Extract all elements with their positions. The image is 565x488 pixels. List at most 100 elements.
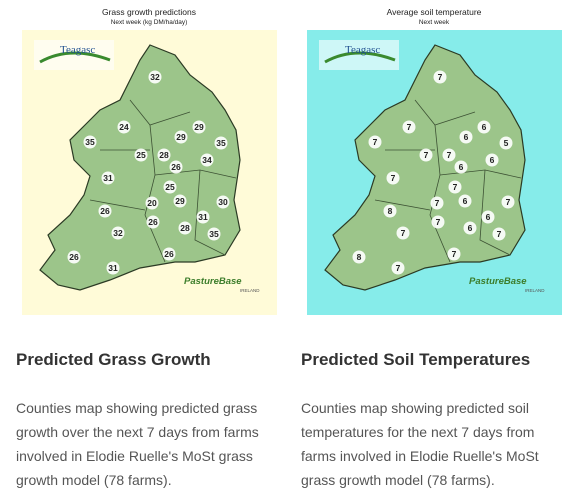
county-marker	[214, 136, 228, 150]
county-value: 26	[69, 252, 79, 262]
county-marker	[433, 70, 447, 84]
county-border	[144, 124, 166, 263]
county-value: 6	[463, 196, 468, 206]
county-value: 28	[159, 150, 169, 160]
county-marker	[67, 250, 81, 264]
county-value: 34	[202, 155, 212, 165]
county-marker	[163, 180, 177, 194]
county-value: 26	[171, 162, 181, 172]
card-description: Counties map showing predicted grass grow…	[16, 396, 259, 488]
county-value: 29	[175, 196, 185, 206]
county-marker	[134, 148, 148, 162]
description-line: grass growth model (78 farms).	[301, 472, 495, 488]
county-border	[374, 199, 431, 211]
county-marker	[196, 210, 210, 224]
county-value: 35	[216, 138, 226, 148]
county-border	[194, 169, 226, 256]
county-marker	[501, 195, 515, 209]
county-marker	[481, 210, 495, 224]
county-value: 26	[148, 217, 158, 227]
county-value: 30	[218, 197, 228, 207]
description-line: temperatures for the next 7 days from	[301, 424, 535, 440]
county-value: 20	[147, 198, 157, 208]
map-subtitle: Next week	[419, 19, 450, 26]
county-marker	[454, 160, 468, 174]
county-value: 31	[198, 212, 208, 222]
county-marker	[458, 194, 472, 208]
county-value: 7	[391, 173, 396, 183]
county-value: 24	[119, 122, 129, 132]
county-border	[429, 124, 451, 263]
description-line: growth over the next 7 days from farms	[16, 424, 259, 440]
county-marker	[463, 221, 477, 235]
county-value: 7	[435, 198, 440, 208]
county-marker	[386, 171, 400, 185]
county-value: 35	[209, 229, 219, 239]
county-value: 7	[452, 249, 457, 259]
county-marker	[145, 196, 159, 210]
county-marker	[83, 135, 97, 149]
county-value: 6	[486, 212, 491, 222]
logo-box	[34, 40, 114, 70]
county-value: 6	[468, 223, 473, 233]
county-marker	[173, 194, 187, 208]
county-marker	[442, 148, 456, 162]
county-value: 6	[490, 155, 495, 165]
county-value: 26	[164, 249, 174, 259]
county-value: 7	[438, 72, 443, 82]
description-line: farms involved in Elodie Ruelle's MoSt	[301, 448, 539, 464]
county-value: 7	[453, 182, 458, 192]
map-title: Grass growth predictions	[102, 7, 196, 17]
description-line: growth model (78 farms).	[16, 472, 172, 488]
county-value: 7	[373, 137, 378, 147]
county-value: 25	[136, 150, 146, 160]
card-heading: Predicted Grass Growth	[16, 350, 211, 369]
county-marker	[391, 261, 405, 275]
county-marker	[169, 160, 183, 174]
county-marker	[492, 227, 506, 241]
map-title: Average soil temperature	[387, 7, 482, 17]
county-value: 5	[504, 138, 509, 148]
county-value: 7	[506, 197, 511, 207]
county-value: 7	[396, 263, 401, 273]
county-marker	[485, 153, 499, 167]
county-marker	[499, 136, 513, 150]
county-value: 32	[113, 228, 123, 238]
county-value: 6	[482, 122, 487, 132]
county-marker	[178, 221, 192, 235]
county-marker	[200, 153, 214, 167]
county-marker	[447, 247, 461, 261]
county-marker	[216, 195, 230, 209]
map-subtitle: Next week (kg DM/ha/day)	[111, 19, 188, 26]
logo-box	[319, 40, 399, 70]
logo-pasturebase: PastureBase	[469, 276, 527, 287]
county-marker	[402, 120, 416, 134]
county-marker	[207, 227, 221, 241]
county-value: 7	[424, 150, 429, 160]
county-value: 31	[108, 263, 118, 273]
logo-teagasc: Teagasc	[345, 44, 380, 56]
county-value: 29	[194, 122, 204, 132]
county-marker	[101, 171, 115, 185]
logo-pasturebase: PastureBase	[184, 276, 242, 287]
description-line: involved in Elodie Ruelle's MoSt grass	[16, 448, 253, 464]
county-marker	[192, 120, 206, 134]
logo-teagasc: Teagasc	[60, 44, 95, 56]
county-marker	[117, 120, 131, 134]
county-value: 25	[165, 182, 175, 192]
county-marker	[430, 196, 444, 210]
county-marker	[419, 148, 433, 162]
county-marker	[396, 226, 410, 240]
county-value: 7	[407, 122, 412, 132]
county-marker	[383, 204, 397, 218]
description-line: Counties map showing predicted soil	[301, 400, 530, 416]
county-marker	[174, 130, 188, 144]
county-value: 7	[447, 150, 452, 160]
county-value: 7	[436, 217, 441, 227]
county-marker	[111, 226, 125, 240]
county-value: 7	[401, 228, 406, 238]
county-marker	[162, 247, 176, 261]
county-marker	[448, 180, 462, 194]
logo-swoosh	[39, 51, 111, 64]
county-value: 6	[464, 132, 469, 142]
